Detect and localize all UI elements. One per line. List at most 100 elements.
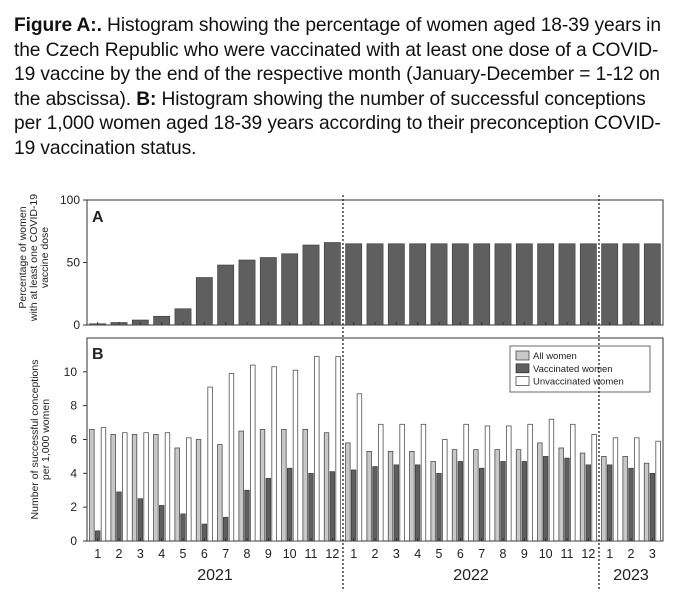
- x-tick-label: 12: [325, 547, 339, 561]
- panel-b-bar: [159, 505, 165, 542]
- panel-b-bar: [506, 425, 512, 542]
- x-tick-label: 5: [180, 547, 187, 561]
- panel-b-bar: [634, 437, 640, 542]
- panel-b-bar: [110, 434, 116, 542]
- panel-b-bar: [409, 450, 415, 542]
- panel-a-y-tick-label: 100: [60, 193, 80, 207]
- panel-b-bar: [250, 364, 256, 542]
- panel-b-y-tick-label: 2: [70, 500, 77, 514]
- x-tick-label: 7: [222, 547, 229, 561]
- x-tick-label: 12: [581, 547, 595, 561]
- caption-text-a: Histogram showing the percentage of wome…: [14, 15, 661, 110]
- legend-label-0: All women: [533, 351, 577, 362]
- panel-b-bar: [451, 449, 458, 542]
- caption-text-b: Histogram showing the number of successf…: [14, 88, 661, 159]
- panel-b-bar: [521, 461, 527, 542]
- x-tick-label: 9: [521, 547, 528, 561]
- panel-b-bar: [548, 418, 555, 542]
- panel-b-legend-box: [509, 345, 651, 393]
- panel-b-y-tick-label: 6: [70, 433, 77, 447]
- legend-label-1: Vaccinated women: [533, 364, 613, 375]
- panel-a-bar: [451, 243, 469, 326]
- panel-b-bar: [649, 472, 655, 542]
- panel-b-bar: [265, 478, 271, 542]
- panel-a-bar: [281, 253, 299, 326]
- x-tick-label: 5: [436, 547, 443, 561]
- panel-a-bar: [537, 243, 555, 326]
- panel-b-bar: [457, 461, 463, 542]
- x-year-label: 2022: [453, 567, 489, 584]
- panel-a-bar: [366, 243, 384, 326]
- panel-a-bar: [302, 244, 320, 326]
- x-tick-label: 1: [350, 547, 357, 561]
- x-tick-label: 11: [305, 547, 318, 561]
- panel-b-bar: [622, 456, 628, 542]
- panel-a-bar: [195, 277, 213, 326]
- panel-b-bar: [174, 447, 180, 542]
- panel-b-bar: [131, 434, 138, 542]
- panel-b-bar: [329, 471, 335, 542]
- x-tick-label: 3: [137, 547, 144, 561]
- panel-b-bar: [186, 437, 192, 542]
- panel-b-y-tick-label: 4: [70, 466, 77, 480]
- panel-b-bar: [643, 462, 650, 542]
- panel-b-bar: [607, 464, 613, 542]
- panel-b-bar: [323, 432, 330, 542]
- panel-b-y-tick-label: 10: [64, 365, 78, 379]
- panel-b-bar: [356, 393, 363, 542]
- panel-b-bar: [378, 423, 384, 542]
- panel-b-bar: [479, 467, 485, 542]
- x-tick-label: 10: [283, 547, 297, 561]
- panel-b-bar: [591, 434, 597, 542]
- panel-b-bar: [399, 423, 405, 542]
- panel-b-bar: [585, 464, 591, 542]
- panel-b-bar: [143, 432, 149, 542]
- panel-a-y-axis-label: vaccine dose: [39, 227, 51, 288]
- panel-a-bar: [473, 243, 491, 326]
- panel-b-bar: [628, 467, 634, 542]
- panel-b-bar: [436, 472, 442, 542]
- figure-caption: Figure A:. Histogram showing the percent…: [14, 14, 669, 162]
- panel-b-bar: [515, 449, 522, 542]
- panel-b-bar: [244, 489, 250, 542]
- x-year-label: 2023: [613, 567, 649, 584]
- x-tick-label: 3: [649, 547, 656, 561]
- panel-b-bar: [393, 464, 399, 542]
- x-tick-label: 10: [539, 547, 553, 561]
- x-tick-label: 11: [561, 547, 574, 561]
- legend-swatch-0: [515, 350, 530, 361]
- panel-b-bar: [223, 516, 229, 542]
- panel-b-bar: [579, 452, 586, 542]
- panel-a-bar: [601, 243, 619, 326]
- x-tick-label: 9: [265, 547, 272, 561]
- panel-b-bar: [116, 491, 122, 542]
- panel-b-bar: [387, 450, 394, 542]
- panel-b-bar: [345, 442, 351, 542]
- panel-b-bar: [655, 440, 661, 542]
- panel-a-y-tick-label: 0: [73, 318, 80, 332]
- legend-swatch-2: [515, 376, 530, 386]
- panel-a-bar: [323, 242, 341, 326]
- panel-b-bar: [484, 425, 491, 542]
- panel-b-bar: [281, 429, 287, 542]
- panel-b-bar: [442, 439, 448, 542]
- panel-b-bar: [195, 439, 202, 542]
- panel-a-bar: [622, 243, 640, 326]
- panel-b-y-axis-label: per 1,000 women: [40, 399, 52, 480]
- legend-swatch-1: [515, 363, 530, 374]
- panel-b-bar: [601, 456, 607, 542]
- panel-b-bar: [217, 444, 223, 542]
- panel-b-bar: [207, 386, 213, 542]
- panel-a-bar: [430, 243, 448, 326]
- x-year-label: 2021: [197, 567, 233, 584]
- x-tick-label: 2: [628, 547, 635, 561]
- panel-b-bar: [372, 466, 378, 542]
- panel-b-letter: B: [92, 346, 104, 363]
- caption-label-b: B:: [136, 88, 157, 110]
- x-tick-label: 4: [414, 547, 421, 561]
- panel-b-y-axis-label: Number of successful conceptions: [29, 360, 41, 520]
- x-tick-label: 1: [606, 547, 613, 561]
- panel-b-bar: [302, 429, 308, 542]
- panel-a-bar: [643, 243, 661, 326]
